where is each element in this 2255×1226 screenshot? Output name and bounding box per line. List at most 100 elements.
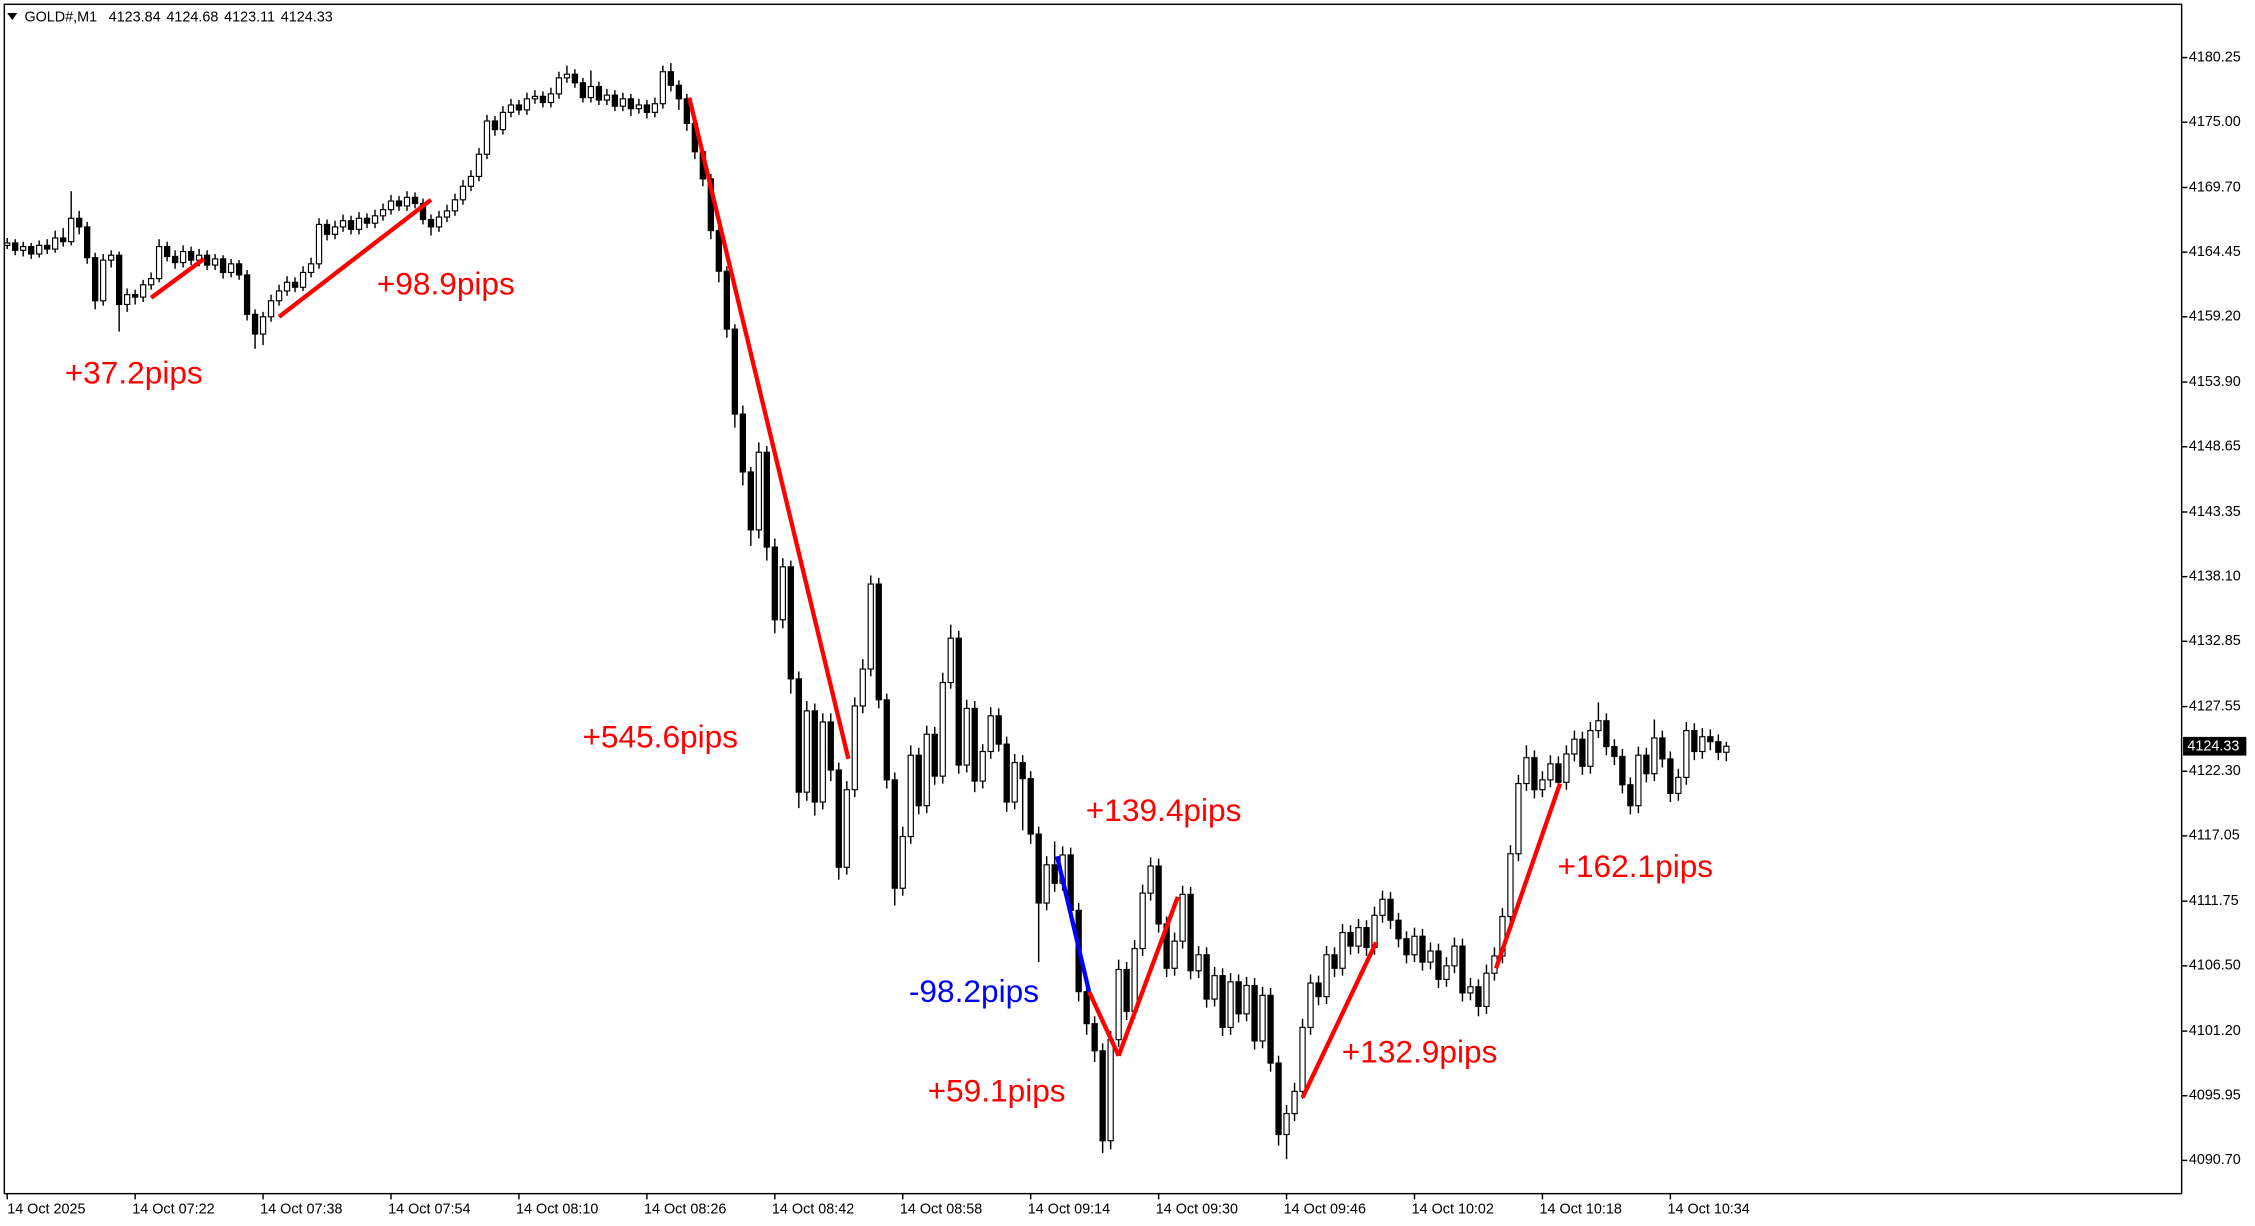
candle-body <box>675 84 683 100</box>
candle-body <box>843 789 850 868</box>
candle-body <box>451 199 459 212</box>
candle-body <box>251 313 259 335</box>
x-tick-label: 14 Oct 09:14 <box>1028 1201 1110 1217</box>
candle-body <box>595 85 603 101</box>
candle-body <box>211 258 219 266</box>
candle-body <box>1083 991 1090 1025</box>
annotation-label: +132.9pips <box>1342 1034 1498 1070</box>
y-tick-label: 4095.95 <box>2189 1088 2241 1104</box>
candle-body <box>459 185 467 201</box>
y-tick-label: 4180.25 <box>2189 49 2241 65</box>
y-tick-label: 4175.00 <box>2189 114 2241 130</box>
candle-body <box>1579 738 1586 767</box>
candle-body <box>1283 1113 1290 1136</box>
candle-body <box>235 263 243 276</box>
candle-body <box>899 835 906 889</box>
candle-body <box>107 254 115 261</box>
candle-body <box>795 678 802 793</box>
y-tick-label: 4117.05 <box>2189 828 2240 844</box>
candle-body <box>1171 940 1178 969</box>
candle-body <box>771 546 778 621</box>
candle-body <box>403 196 411 207</box>
candle-body <box>1483 972 1490 1008</box>
candle-body <box>379 209 387 217</box>
candle-body <box>523 98 531 111</box>
x-tick-label: 14 Oct 07:38 <box>260 1201 342 1217</box>
candle-body <box>1691 730 1698 753</box>
candle-body <box>715 230 723 272</box>
candle-body <box>1203 954 1210 1000</box>
candle-body <box>755 451 762 531</box>
candle-body <box>299 271 307 288</box>
candle-body <box>355 217 363 230</box>
y-tick-label: 4159.20 <box>2189 309 2241 325</box>
candle-body <box>179 250 187 264</box>
candle-body <box>1003 743 1010 803</box>
trend-line <box>1087 990 1121 1057</box>
y-tick-label: 4122.30 <box>2189 763 2241 779</box>
candle-body <box>1723 745 1730 753</box>
candle-body <box>331 226 339 235</box>
y-tick-label: 4143.35 <box>2189 504 2241 520</box>
candle-body <box>1667 758 1674 794</box>
candle-body <box>499 111 507 131</box>
candle-body <box>579 82 587 99</box>
candle-body <box>291 281 299 288</box>
y-tick-label: 4169.70 <box>2189 179 2241 195</box>
candle-body <box>1363 927 1370 948</box>
candle-body <box>1027 778 1034 835</box>
candle-body <box>1043 864 1050 904</box>
candle-body <box>1627 784 1634 807</box>
x-tick-label: 14 Oct 10:34 <box>1667 1201 1749 1217</box>
candle-body <box>859 668 866 707</box>
annotation-label: +98.9pips <box>377 266 515 302</box>
candle-body <box>155 246 163 280</box>
trend-line <box>277 198 433 319</box>
candle-body <box>1139 892 1146 950</box>
y-tick-label: 4101.20 <box>2189 1023 2241 1039</box>
candle-body <box>1515 782 1522 855</box>
candle-body <box>659 71 667 105</box>
y-tick-label: 4090.70 <box>2189 1152 2241 1168</box>
candle-body <box>475 153 483 177</box>
candle-body <box>1435 950 1442 980</box>
candle-body <box>44 244 51 250</box>
x-tick-label: 14 Oct 08:58 <box>900 1201 982 1217</box>
candle-body <box>1563 753 1570 783</box>
candle-body <box>1243 984 1250 1015</box>
candle-body <box>347 220 355 230</box>
candle-body <box>1291 1090 1298 1115</box>
candle-body <box>1123 968 1130 1012</box>
candle-body <box>619 98 627 107</box>
candle-body <box>923 733 930 807</box>
price-marker <box>2183 736 2247 756</box>
candle-body <box>1443 965 1450 980</box>
candle-body <box>1587 730 1594 767</box>
candle-body <box>1395 919 1402 940</box>
candle-body <box>995 715 1002 745</box>
candle-body <box>1259 994 1266 1042</box>
candle-body <box>1251 984 1258 1042</box>
x-tick-label: 14 Oct 09:30 <box>1156 1201 1238 1217</box>
candle-body <box>1187 893 1194 972</box>
menu-triangle[interactable] <box>7 12 18 21</box>
candle-body <box>875 583 882 701</box>
candle-body <box>1507 853 1514 918</box>
candle-body <box>323 223 331 235</box>
candle-body <box>1011 762 1018 803</box>
candle-body <box>1451 945 1458 967</box>
candle-body <box>427 218 435 228</box>
candle-body <box>1035 833 1042 904</box>
candle-body <box>99 259 107 302</box>
candle-body <box>915 754 922 807</box>
candle-body <box>803 710 810 793</box>
candle-body <box>683 98 691 125</box>
candle-body <box>1155 865 1162 925</box>
candle-body <box>315 223 323 265</box>
candle-body <box>1523 757 1530 785</box>
y-tick-label: 4127.55 <box>2189 698 2241 714</box>
candle-body <box>1115 968 1122 1041</box>
candle-body <box>115 254 123 306</box>
candle-body <box>787 566 794 680</box>
